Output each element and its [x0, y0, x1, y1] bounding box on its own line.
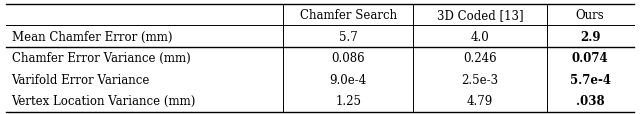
- Text: Chamfer Search: Chamfer Search: [300, 9, 397, 22]
- Text: 0.246: 0.246: [463, 52, 497, 65]
- Text: 4.79: 4.79: [467, 95, 493, 108]
- Text: 0.086: 0.086: [332, 52, 365, 65]
- Text: Mean Chamfer Error (mm): Mean Chamfer Error (mm): [12, 30, 172, 43]
- Text: 2.9: 2.9: [580, 30, 600, 43]
- Text: 0.074: 0.074: [572, 52, 609, 65]
- Text: 3D Coded [13]: 3D Coded [13]: [437, 9, 524, 22]
- Text: .038: .038: [576, 95, 605, 108]
- Text: Varifold Error Variance: Varifold Error Variance: [12, 73, 150, 86]
- Text: 9.0e-4: 9.0e-4: [330, 73, 367, 86]
- Text: 2.5e-3: 2.5e-3: [461, 73, 499, 86]
- Text: 5.7: 5.7: [339, 30, 358, 43]
- Text: Vertex Location Variance (mm): Vertex Location Variance (mm): [12, 95, 196, 108]
- Text: 5.7e-4: 5.7e-4: [570, 73, 611, 86]
- Text: 1.25: 1.25: [335, 95, 362, 108]
- Text: Chamfer Error Variance (mm): Chamfer Error Variance (mm): [12, 52, 190, 65]
- Text: Ours: Ours: [576, 9, 605, 22]
- Text: 4.0: 4.0: [471, 30, 490, 43]
